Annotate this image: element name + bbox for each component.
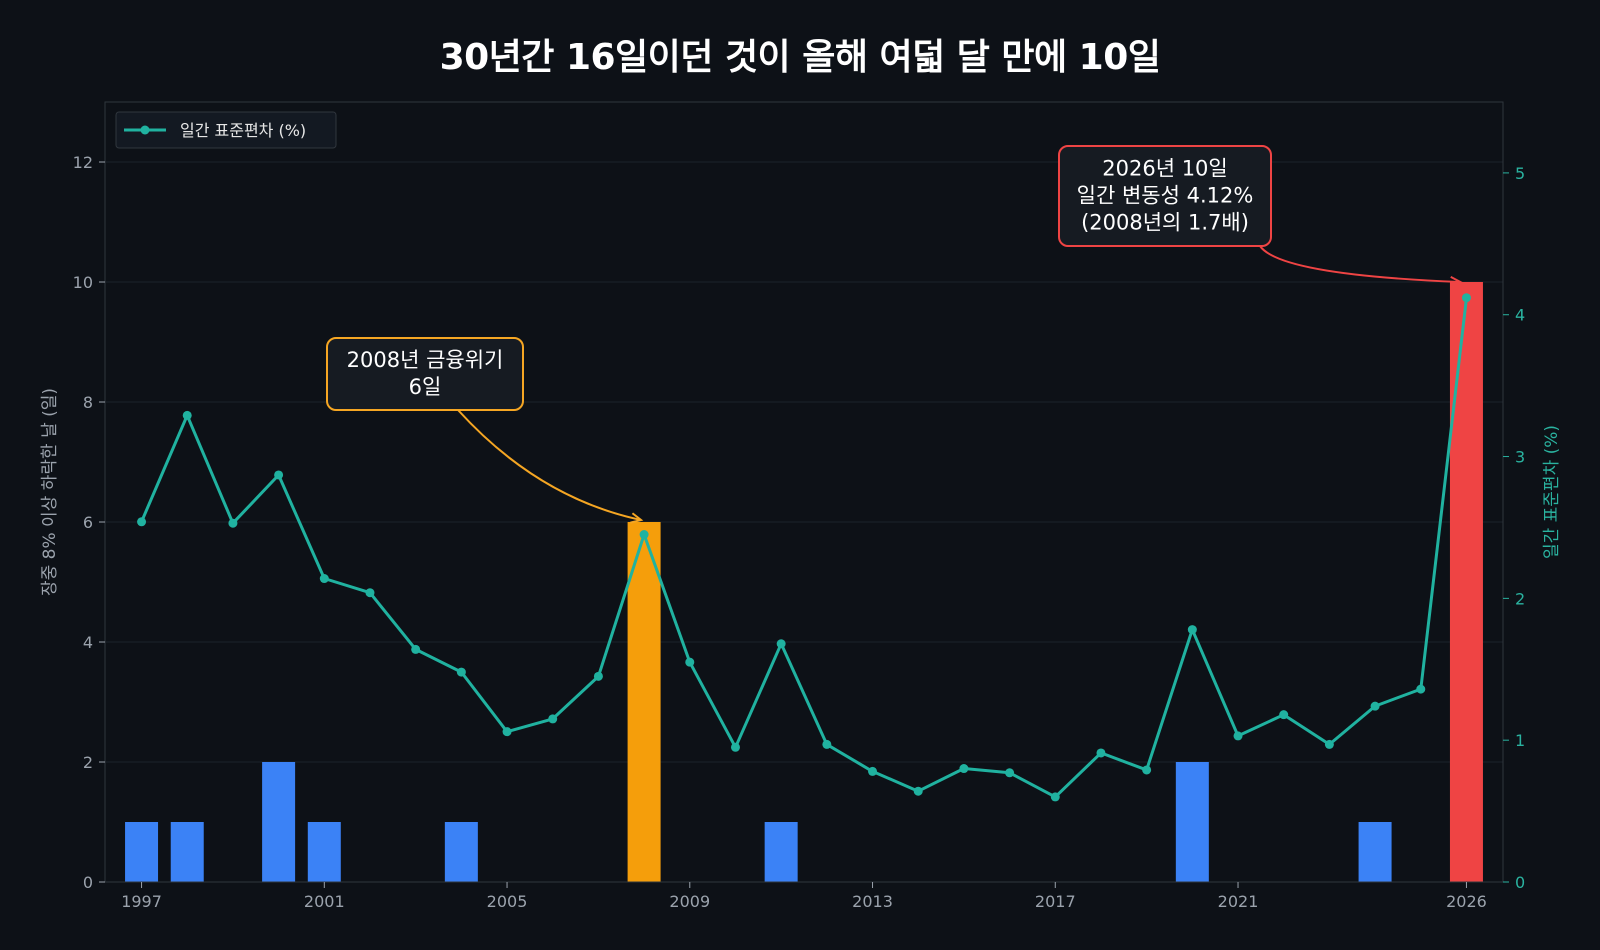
- stddev-line: [140, 297, 1468, 799]
- bar-2026: [1449, 282, 1483, 882]
- y-axis-title-right: 일간 표준편차 (%): [1542, 425, 1562, 559]
- annotation-arrowhead: [630, 512, 644, 524]
- tick-label-x: 2013: [852, 892, 893, 911]
- stddev-point-2003: [411, 644, 421, 654]
- bar-2000: [262, 762, 296, 882]
- tick-label-x: 2009: [669, 892, 710, 911]
- annotation-box: [1058, 145, 1272, 247]
- stddev-point-2025: [1416, 684, 1426, 694]
- stddev-point-2014: [913, 786, 923, 796]
- stddev-point-2004: [456, 667, 466, 677]
- stddev-point-2022: [1279, 710, 1289, 720]
- stddev-point-2015: [959, 764, 969, 774]
- bar-2004: [444, 822, 478, 882]
- tick-label-x: 2026: [1446, 892, 1487, 911]
- stddev-point-1999: [228, 518, 238, 528]
- tick-label-left: 0: [83, 873, 93, 892]
- annotation-text: 2026년 10일: [1102, 157, 1227, 181]
- annotation-arrow: [457, 409, 642, 521]
- bar-2011: [764, 822, 798, 882]
- tick-label-x: 2001: [304, 892, 345, 911]
- stddev-point-2010: [730, 742, 740, 752]
- annotation-box: [326, 337, 524, 411]
- tick-label-left: 4: [83, 633, 93, 652]
- tick-label-left: 2: [83, 753, 93, 772]
- stddev-point-2017: [1050, 792, 1060, 802]
- bar-2008: [627, 522, 661, 882]
- legend-label: 일간 표준편차 (%): [180, 121, 306, 140]
- chart-title: 30년간 16일이던 것이 올해 여덟 달 만에 10일: [439, 37, 1161, 78]
- plot-frame: [104, 101, 1504, 883]
- tick-label-left: 12: [73, 153, 93, 172]
- stddev-point-2007: [593, 671, 603, 681]
- bar-series: [125, 282, 1483, 882]
- tick-label-right: 5: [1515, 164, 1525, 183]
- bar-1997: [125, 822, 159, 882]
- annotation-text: 2008년 금융위기: [347, 348, 504, 372]
- stddev-point-1997: [137, 517, 147, 527]
- stddev-point-2011: [776, 639, 786, 649]
- stddev-point-2024: [1370, 701, 1380, 711]
- annotation-2008: 2008년 금융위기 6일: [326, 337, 644, 524]
- stddev-point-2008: [639, 530, 649, 540]
- tick-label-right: 4: [1515, 306, 1525, 325]
- grid-lines: [105, 161, 1503, 763]
- tick-label-right: 2: [1515, 589, 1525, 608]
- stddev-point-1998: [182, 410, 192, 420]
- stddev-point-2013: [868, 766, 878, 776]
- stddev-point-2001: [319, 574, 329, 584]
- tick-label-left: 6: [83, 513, 93, 532]
- tick-label-left: 10: [73, 273, 93, 292]
- stddev-point-2012: [822, 739, 832, 749]
- tick-label-x: 2017: [1035, 892, 1076, 911]
- stddev-point-2021: [1233, 731, 1243, 741]
- line-series: [137, 293, 1471, 802]
- bar-1998: [170, 822, 204, 882]
- tick-label-right: 1: [1515, 731, 1525, 750]
- y-axis-title-left: 장중 8% 이상 하락한 날 (일): [40, 388, 60, 596]
- tick-label-x: 1997: [121, 892, 162, 911]
- bar-2024: [1358, 822, 1392, 882]
- annotation-text: (2008년의 1.7배): [1081, 211, 1249, 235]
- stddev-point-2005: [502, 727, 512, 737]
- legend: 일간 표준편차 (%): [115, 111, 337, 149]
- stddev-point-2002: [365, 588, 375, 598]
- tick-label-x: 2021: [1218, 892, 1259, 911]
- stddev-point-2018: [1096, 748, 1106, 758]
- stddev-point-2009: [685, 657, 695, 667]
- legend-box: [115, 111, 337, 149]
- tick-label-x: 2005: [487, 892, 528, 911]
- stddev-point-2006: [548, 714, 558, 724]
- annotation-text: 일간 변동성 4.12%: [1077, 184, 1254, 208]
- annotation-arrowhead: [1449, 275, 1463, 288]
- stddev-point-2000: [274, 470, 284, 480]
- stddev-point-2020: [1187, 625, 1197, 635]
- annotation-text: 6일: [409, 375, 442, 399]
- bar-2001: [307, 822, 341, 882]
- stddev-point-2026: [1461, 293, 1471, 303]
- bar-2020: [1175, 762, 1209, 882]
- annotation-arrow: [1259, 245, 1461, 283]
- tick-label-right: 0: [1515, 873, 1525, 892]
- stddev-point-2023: [1324, 739, 1334, 749]
- tick-label-left: 8: [83, 393, 93, 412]
- stddev-point-2019: [1142, 765, 1152, 775]
- legend-marker-swatch: [140, 125, 150, 135]
- tick-label-right: 3: [1515, 448, 1525, 467]
- stddev-point-2016: [1005, 768, 1015, 778]
